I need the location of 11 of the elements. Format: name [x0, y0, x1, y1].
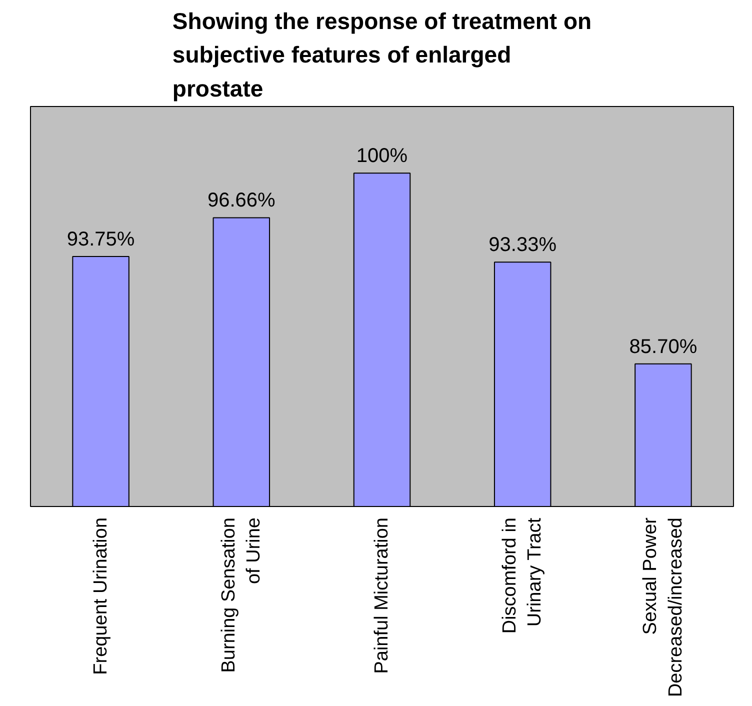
x-tick-label: Sexual Power Decreased/increased	[640, 516, 686, 698]
data-label: 85.70%	[629, 336, 698, 358]
x-tick-label: Burning Sensation of Urine	[218, 517, 264, 673]
data-label: 93.75%	[66, 228, 135, 250]
chart-title: Showing the response of treatment on subjective features of enlarged prostate	[172, 8, 592, 102]
data-label: 93.33%	[488, 234, 557, 256]
x-tick-label: Frequent Urination	[90, 517, 112, 675]
data-label: 100%	[356, 145, 408, 168]
data-label: 96.66%	[207, 190, 276, 212]
x-tick-label: Discomford in Urinary Tract	[500, 517, 546, 634]
x-tick-label: Painful Micturation	[372, 518, 392, 674]
